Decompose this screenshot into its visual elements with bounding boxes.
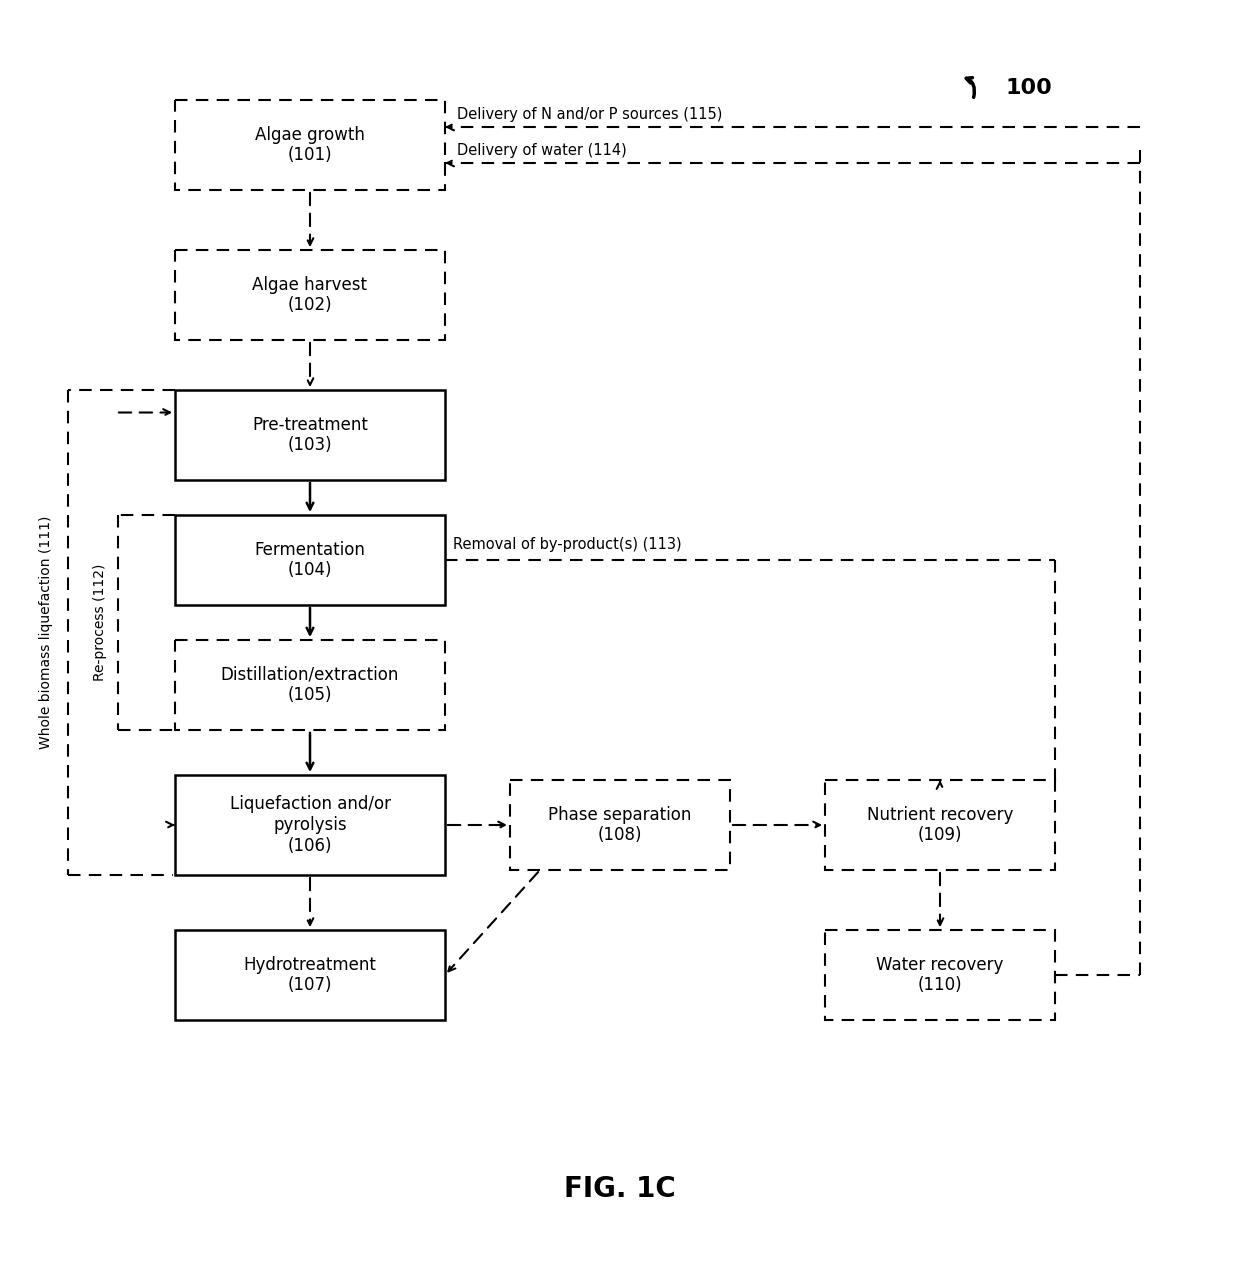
- Bar: [175, 514, 445, 605]
- Bar: [175, 930, 445, 1020]
- Bar: [175, 640, 445, 731]
- Text: Hydrotreatment
(107): Hydrotreatment (107): [243, 956, 377, 995]
- Text: Algae growth
(101): Algae growth (101): [255, 125, 365, 164]
- Text: Re-process (112): Re-process (112): [93, 564, 107, 681]
- Bar: [175, 391, 445, 480]
- Text: Delivery of water (114): Delivery of water (114): [458, 143, 626, 158]
- Text: Nutrient recovery
(109): Nutrient recovery (109): [867, 805, 1013, 844]
- Bar: [510, 780, 730, 870]
- Text: Pre-treatment
(103): Pre-treatment (103): [252, 416, 368, 454]
- Text: Whole biomass liquefaction (111): Whole biomass liquefaction (111): [38, 516, 53, 750]
- Text: 100: 100: [1004, 78, 1052, 99]
- Text: Water recovery
(110): Water recovery (110): [877, 956, 1003, 995]
- Text: Removal of by-product(s) (113): Removal of by-product(s) (113): [453, 537, 682, 552]
- Text: Distillation/extraction
(105): Distillation/extraction (105): [221, 666, 399, 704]
- Bar: [175, 775, 445, 875]
- Text: Phase separation
(108): Phase separation (108): [548, 805, 692, 844]
- Text: FIG. 1C: FIG. 1C: [564, 1176, 676, 1203]
- Text: Algae harvest
(102): Algae harvest (102): [253, 276, 367, 315]
- Bar: [175, 250, 445, 340]
- Text: Delivery of N and/or P sources (115): Delivery of N and/or P sources (115): [458, 107, 723, 123]
- Bar: [175, 100, 445, 190]
- Text: Liquefaction and/or
pyrolysis
(106): Liquefaction and/or pyrolysis (106): [229, 795, 391, 854]
- Text: Fermentation
(104): Fermentation (104): [254, 541, 366, 579]
- Bar: [825, 780, 1055, 870]
- Bar: [825, 930, 1055, 1020]
